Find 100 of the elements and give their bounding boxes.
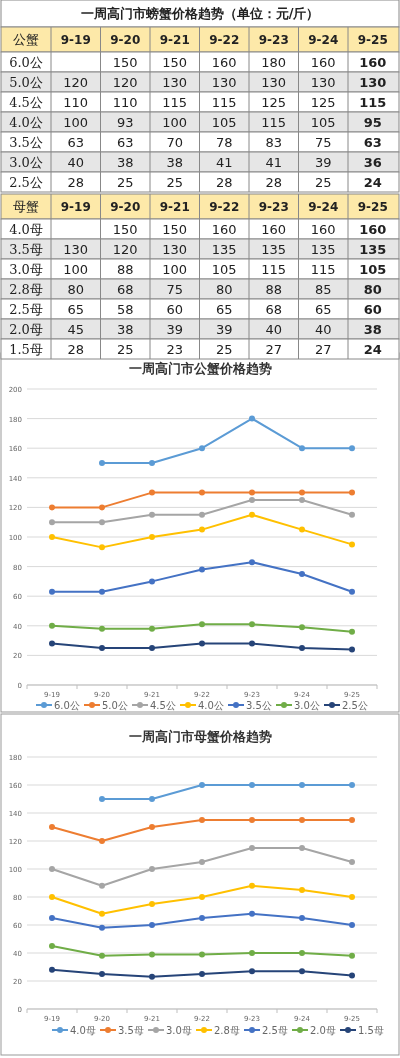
data-label: 39 [166,322,184,337]
legend-label: 2.5公 [342,699,368,711]
point [349,489,355,496]
data-label: 25 [314,175,332,190]
text: 1.5母 [9,342,43,357]
category-label: 9-22 [209,200,240,214]
point [49,640,55,647]
text: 3.0母 [9,262,43,277]
text: 6.0公 [9,55,43,70]
legend-label: 3.0母 [166,1024,192,1036]
data-label: 150 [112,55,138,70]
category-label: 9-23 [258,200,289,214]
point [249,559,255,566]
data-label: 160 [261,222,287,237]
point [149,460,155,466]
data-label: 60 [166,302,184,317]
text: 2.5母 [9,302,43,317]
point [49,943,55,949]
point [199,640,205,647]
chart-title: 一周高门市公蟹价格趋势 [128,361,272,376]
point [349,972,355,979]
data-label: 105 [359,262,387,277]
point [349,782,355,788]
data-label: 27 [265,342,283,357]
point [299,489,305,496]
category-label: 9-20 [110,33,141,47]
point [349,646,355,653]
data-label: 135 [261,242,287,257]
data-label: 38 [166,155,184,170]
data-label: 28 [67,175,85,190]
point [199,951,205,958]
data-label: 120 [63,75,89,90]
data-label: 68 [116,282,134,297]
data-label: 24 [363,342,382,357]
point [249,415,255,422]
point [149,796,155,802]
legend-label: 4.0公 [198,699,224,711]
data-label: 24 [363,175,382,190]
point [249,968,255,975]
point [299,968,305,975]
data-label: 95 [363,115,382,130]
text: 2.0母 [9,322,43,337]
point [249,621,255,628]
point [299,624,305,631]
data-label: 160 [211,222,237,237]
text: 4.5公 [9,95,43,110]
legend-label: 3.5公 [246,699,272,711]
data-label: 135 [211,242,237,257]
data-label: 130 [261,75,287,90]
text: 3.0公 [9,155,43,170]
data-label: 130 [63,242,89,257]
point [199,817,205,823]
point [149,824,155,830]
point [99,838,105,844]
category-label: 9-21 [159,200,190,214]
point [249,910,255,917]
data-label: 180 [261,55,287,70]
data-label: 115 [162,95,188,110]
data-label: 160 [359,55,387,70]
data-label: 125 [310,95,336,110]
data-label: 75 [314,135,332,150]
point [199,511,205,518]
data-label: 135 [359,242,387,257]
point [99,952,105,959]
data-label: 105 [211,115,237,130]
point [249,950,255,956]
data-label: 115 [359,95,387,110]
legend-label: 4.0母 [70,1024,96,1036]
point [299,526,305,533]
legend-label: 3.5母 [118,1024,144,1036]
point [99,544,105,551]
point [49,519,55,526]
data-label: 160 [359,222,387,237]
data-label: 40 [314,322,332,337]
data-label: 68 [265,302,283,317]
text: 母蟹 [13,199,39,214]
point [49,966,55,973]
data-label: 75 [166,282,184,297]
point [249,497,255,503]
text: 5.0公 [9,75,43,90]
data-label: 65 [314,302,332,317]
data-label: 125 [261,95,287,110]
data-label: 25 [166,175,184,190]
point [199,566,205,573]
point [349,859,355,865]
point [149,511,155,518]
point [349,952,355,959]
point [199,445,205,452]
data-label: 83 [265,135,283,150]
point [349,541,355,548]
category-label: 9-25 [357,33,388,47]
point [299,571,305,577]
data-label: 38 [116,155,134,170]
point [99,796,105,802]
category-label: 9-25 [357,200,388,214]
point [249,817,255,823]
legend-label: 6.0公 [54,699,80,711]
point [299,445,305,452]
category-label: 9-19 [60,200,91,214]
point [249,845,255,851]
